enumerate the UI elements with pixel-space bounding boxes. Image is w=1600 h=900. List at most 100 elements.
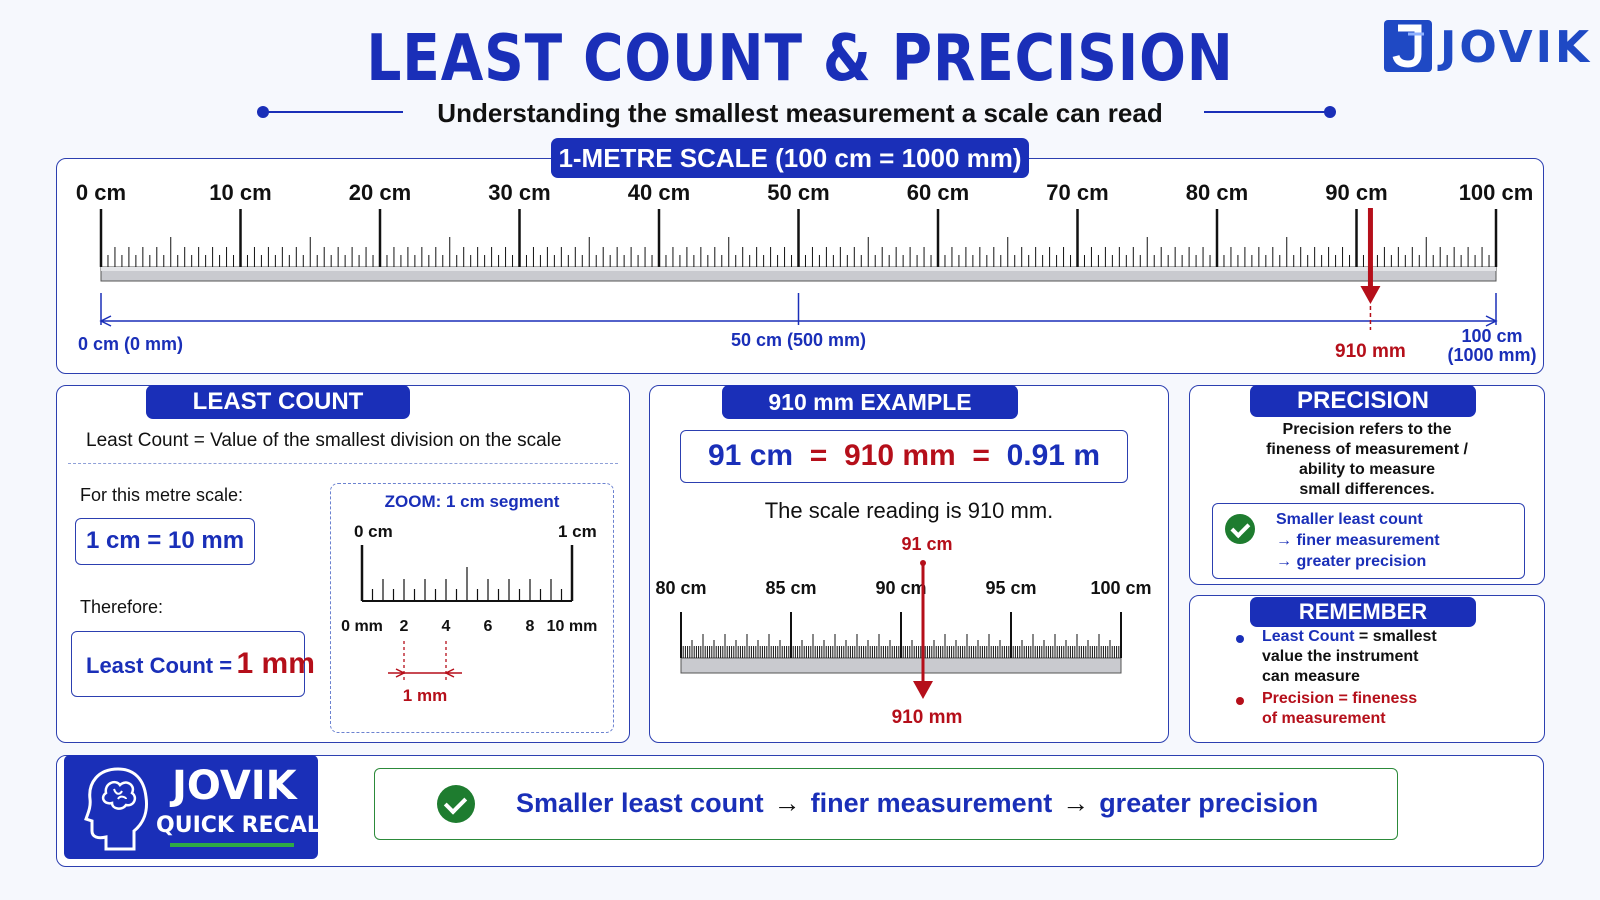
scale-major-label: 50 cm — [767, 180, 829, 205]
zoom-mm-label: 2 — [399, 618, 408, 635]
scale-major-label: 100 cm — [1458, 180, 1533, 205]
eq-cm: 91 cm — [707, 439, 794, 472]
example-title: 910 mm EXAMPLE — [722, 385, 1018, 419]
scale-major-label: 80 cm — [1185, 180, 1247, 205]
brain-head-icon — [84, 767, 148, 851]
check-icon — [437, 785, 475, 823]
least-count-result-box: Least Count = 1 mm — [71, 631, 315, 697]
arrow-icon: → — [1062, 788, 1090, 818]
example-label: 100 cm — [1090, 578, 1151, 598]
remember-item-1: Least Count = smallest value the instrum… — [1262, 627, 1437, 687]
example-label: 80 cm — [655, 578, 706, 598]
zoom-title: ZOOM: 1 cm segment — [384, 492, 559, 511]
example-scale-bar — [680, 657, 1121, 673]
least-count-result-label: Least Count = — [86, 653, 233, 678]
quick-recall-message-box — [374, 768, 1398, 840]
least-count-definition: Least Count = Value of the smallest divi… — [86, 430, 562, 451]
remember-item-2-line: of measurement — [1262, 710, 1386, 727]
marker-arrow-icon — [1359, 285, 1380, 304]
quick-recall-badge: JOVIK QUICK RECALL — [64, 755, 335, 859]
zoom-segment-box: ZOOM: 1 cm segment 0 cm 1 cm 0 mm 2 4 6 8 10 mm 1… — [330, 483, 614, 733]
conversion-box: 1 cm = 10 mm — [75, 518, 255, 565]
marker-label: 910 mm — [1335, 341, 1406, 362]
precision-point: Smaller least count — [1276, 511, 1423, 528]
example-top-marker: 91 cm — [901, 534, 952, 554]
eq-mm: 910 mm — [843, 439, 956, 472]
quick-recall-message: Smaller least count → finer measurement → gr… — [516, 788, 1318, 819]
zoom-gap-arrow-icon — [443, 667, 454, 678]
precision-def-line: fineness of measurement / — [1266, 441, 1468, 458]
precision-point: → finer measurement — [1276, 532, 1440, 549]
zoom-left-cm: 0 cm — [354, 522, 393, 541]
scale-major-label: 20 cm — [348, 180, 410, 205]
bullet-icon — [1236, 635, 1244, 643]
zoom-mm-label: 10 mm — [546, 618, 597, 635]
precision-def-line: small differences. — [1299, 481, 1435, 498]
remember-item-2: Precision = fineness of measurement — [1262, 689, 1417, 729]
precision-def-line: ability to measure — [1298, 461, 1436, 478]
zoom-mm-label: 0 mm — [341, 618, 383, 635]
zoom-mm-label: 8 — [525, 618, 534, 635]
precision-point: → greater precision — [1276, 553, 1427, 570]
page-subtitle: Understanding the smallest measurement a… — [437, 98, 1163, 128]
scale-end-label: 100 cm — [1461, 326, 1522, 346]
example-label: 95 cm — [985, 578, 1036, 598]
scale-major-label: 70 cm — [1046, 180, 1108, 205]
subtitle-right-line — [1204, 111, 1330, 113]
recall-part-1: Smaller least count — [516, 788, 764, 818]
scale-major-label: 60 cm — [906, 180, 968, 205]
zoom-mm-label: 6 — [483, 618, 492, 635]
example-marker-arrow-icon — [912, 680, 933, 699]
recall-part-2: finer measurement — [810, 788, 1053, 818]
remember-item-1-line: value the instrument — [1262, 648, 1419, 665]
bullet-icon — [1236, 697, 1244, 705]
scale-major-label: 10 cm — [209, 180, 271, 205]
scale-major-label: 30 cm — [488, 180, 550, 205]
precision-def-line: Precision refers to the — [1282, 421, 1452, 438]
example-scale-diagram: 80 cm 85 cm 90 cm 95 cm 100 cm 91 cm 910 mm — [655, 534, 1151, 728]
remember-item-1-line: can measure — [1262, 668, 1360, 685]
example-equation: 91 cm = 910 mm = 0.91 m — [680, 430, 1128, 483]
scale-start-label: 0 cm (0 mm) — [78, 334, 183, 354]
check-icon — [1225, 514, 1255, 544]
eq-m: 0.91 m — [1006, 439, 1100, 472]
quick-recall-underline — [170, 843, 294, 847]
divider — [68, 463, 618, 464]
example-reading: The scale reading is 910 mm. — [764, 498, 1054, 523]
remember-item-1-rest: = smallest — [1354, 628, 1437, 645]
scale-mid-label: 50 cm (500 mm) — [730, 330, 865, 350]
recall-part-3: greater precision — [1099, 788, 1319, 818]
example-bottom-marker: 910 mm — [891, 707, 962, 728]
zoom-mm-label: 4 — [441, 618, 450, 635]
page-title: LEAST COUNT & PRECISION — [366, 22, 1234, 96]
quick-recall-subtitle: QUICK RECALL — [156, 813, 335, 838]
metre-scale-title: 1-METRE SCALE (100 cm = 1000 mm) — [551, 138, 1029, 178]
subtitle-left-line — [263, 111, 403, 113]
precision-points: Smaller least count → finer measurement … — [1276, 509, 1440, 572]
precision-title: PRECISION — [1250, 385, 1476, 417]
remember-item-2-line: Precision = fineness — [1262, 690, 1418, 707]
remember-title: REMEMBER — [1250, 597, 1476, 627]
scale-major-label: 40 cm — [627, 180, 689, 205]
least-count-result-value: 1 mm — [236, 647, 315, 680]
least-count-title: LEAST COUNT — [146, 385, 410, 419]
therefore-label: Therefore: — [80, 597, 164, 617]
example-label: 85 cm — [765, 578, 816, 598]
scale-bar-highlight — [100, 266, 1496, 271]
metre-scale-panel: 0 cm 10 cm 20 cm 30 cm 40 cm 50 cm 60 cm 70 cm 8… — [56, 158, 1544, 374]
logo-text: JOVIK — [1440, 22, 1593, 73]
zoom-gap-label: 1 mm — [402, 686, 446, 705]
zoom-gap-arrow-icon — [395, 667, 406, 678]
dimension-arrow-right — [1485, 314, 1498, 327]
precision-points-box — [1212, 503, 1525, 579]
subtitle-right-dot — [1324, 106, 1336, 118]
arrow-icon: → — [773, 788, 801, 818]
scale-end-label: (1000 mm) — [1447, 345, 1536, 365]
remember-item-1-lead: Least Count — [1262, 628, 1355, 645]
quick-recall-brand: JOVIK — [172, 763, 297, 809]
scale-major-label: 0 cm — [75, 180, 125, 205]
metre-scale-diagram: 0 cm 10 cm 20 cm 30 cm 40 cm 50 cm 60 cm 70 cm 8… — [75, 180, 1536, 365]
precision-definition: Precision refers to the fineness of meas… — [1189, 420, 1545, 500]
for-scale-label: For this metre scale: — [80, 485, 244, 505]
logo-mark-icon — [1384, 20, 1432, 72]
